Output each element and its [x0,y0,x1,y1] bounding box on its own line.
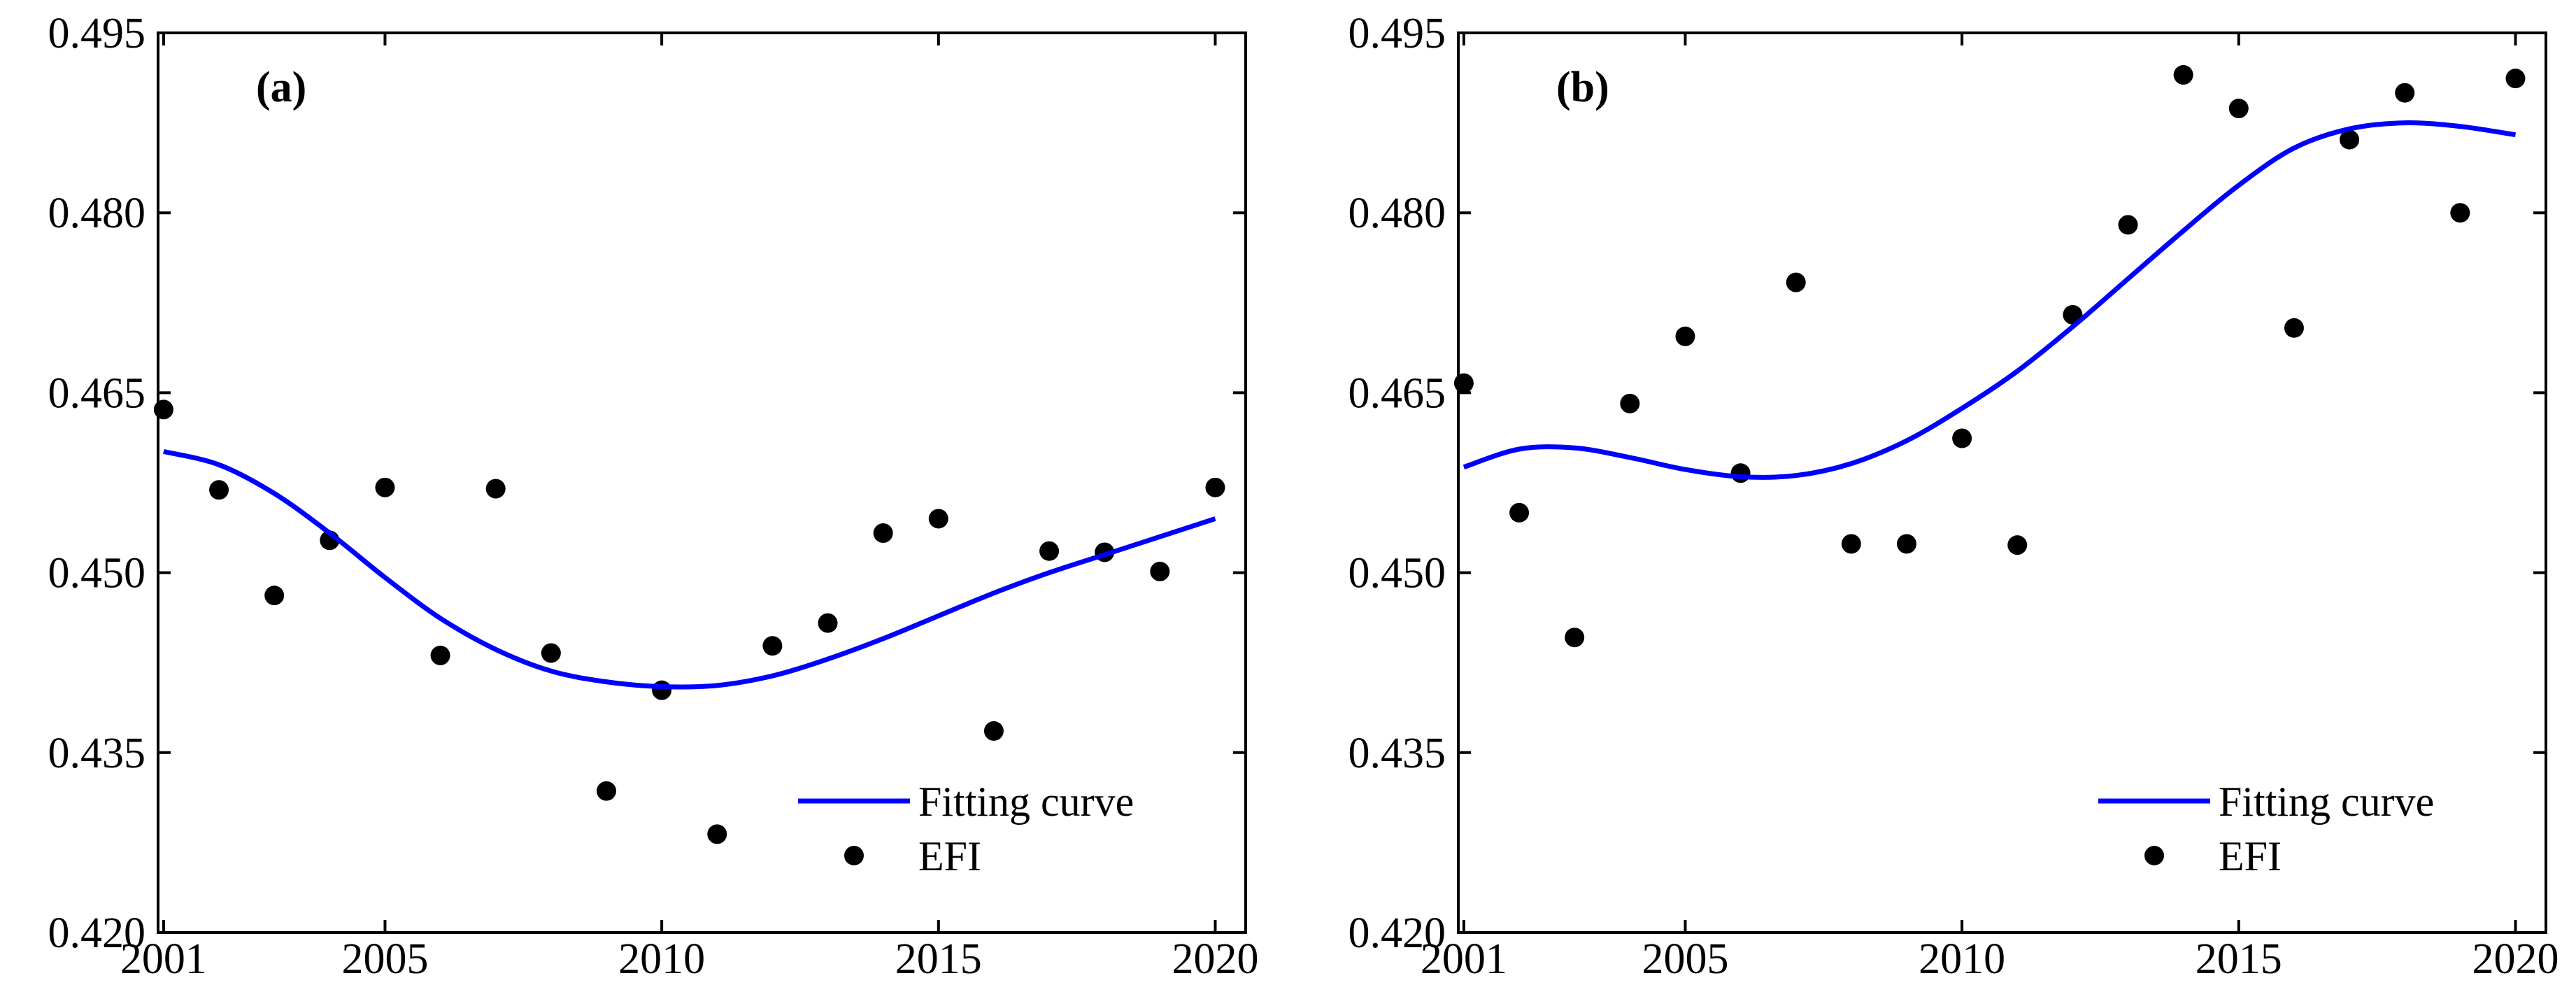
x-tick-label: 2005 [341,935,428,983]
panel-label: (a) [256,64,306,111]
efi-point [2450,203,2470,223]
efi-point [1509,502,1530,523]
efi-point [1896,534,1916,554]
efi-point [1952,428,1972,448]
y-tick-label: 0.465 [48,369,146,417]
efi-point [2007,535,2028,555]
efi-point [2118,215,2138,235]
fitting-curve-line [1463,120,2517,480]
efi-point [873,523,893,544]
efi-point [1730,463,1751,483]
efi-point [2340,129,2360,150]
y-tick-label: 0.435 [1349,730,1446,777]
plot-frame [157,31,1247,934]
efi-point [2505,69,2526,89]
panel-a: 0.420 0.435 0.450 0.465 0.480 0.495 2001 2005 20… [48,10,1259,983]
y-tick-label: 0.450 [1349,550,1446,597]
legend: Fitting curve EFI [798,779,1134,879]
x-tick-label: 2010 [618,935,705,983]
efi-point [1039,541,1060,561]
x-tick-label: 2005 [1642,935,1728,983]
legend-label-efi: EFI [2219,833,2282,879]
efi-point [1150,561,1170,581]
x-tick-label: 2020 [2472,935,2559,983]
y-tick-label: 0.495 [48,10,146,57]
y-tick-label: 0.495 [1349,10,1446,57]
legend-label-efi: EFI [918,833,981,879]
y-tick-label: 0.420 [48,909,146,957]
legend-label-fitting-curve: Fitting curve [2219,779,2434,825]
x-tick-label: 2010 [1919,935,2005,983]
legend-label-fitting-curve: Fitting curve [918,779,1134,825]
y-tick-label: 0.465 [1349,369,1446,417]
efi-point [2173,65,2193,85]
efi-point [264,586,285,606]
legend-point-swatch [2144,846,2164,865]
efi-point [928,509,948,529]
efi-point [596,781,616,801]
efi-point [2395,83,2415,103]
efi-point [1675,326,1695,346]
x-tick-label: 2001 [1421,935,1507,983]
fitting-curve-line [163,448,1216,690]
efi-point [983,721,1004,741]
efi-point [2228,99,2249,119]
panel-b: 0.420 0.435 0.450 0.465 0.480 0.495 2001 2005 20… [1349,10,2559,983]
efi-point [652,680,672,700]
panel-label: (b) [1556,64,1609,111]
y-tick-label: 0.450 [48,550,146,597]
efi-point [1205,477,1225,497]
x-tick-label: 2015 [2196,935,2282,983]
legend-point-swatch [844,846,864,865]
efi-point [1620,393,1640,413]
efi-point [1786,272,1806,292]
efi-point [1565,628,1585,648]
plot-frame [1457,31,2547,934]
efi-point [707,824,727,844]
legend: Fitting curve EFI [2098,779,2434,879]
y-tick-label: 0.420 [1349,909,1446,957]
efi-point [430,645,450,665]
x-tick-label: 2020 [1172,935,1258,983]
efi-point [2284,318,2304,338]
efi-point [541,643,561,663]
y-tick-label: 0.435 [48,730,146,777]
y-tick-label: 0.480 [48,190,146,237]
x-tick-label: 2015 [895,935,982,983]
efi-point [375,477,395,497]
efi-point [209,480,229,500]
y-tick-label: 0.480 [1349,190,1446,237]
efi-point [153,399,173,420]
efi-point [485,479,506,499]
efi-point [762,636,783,656]
efi-point [818,613,838,633]
efi-point [1453,373,1474,393]
efi-point [1841,534,1861,554]
x-tick-label: 2001 [120,935,207,983]
